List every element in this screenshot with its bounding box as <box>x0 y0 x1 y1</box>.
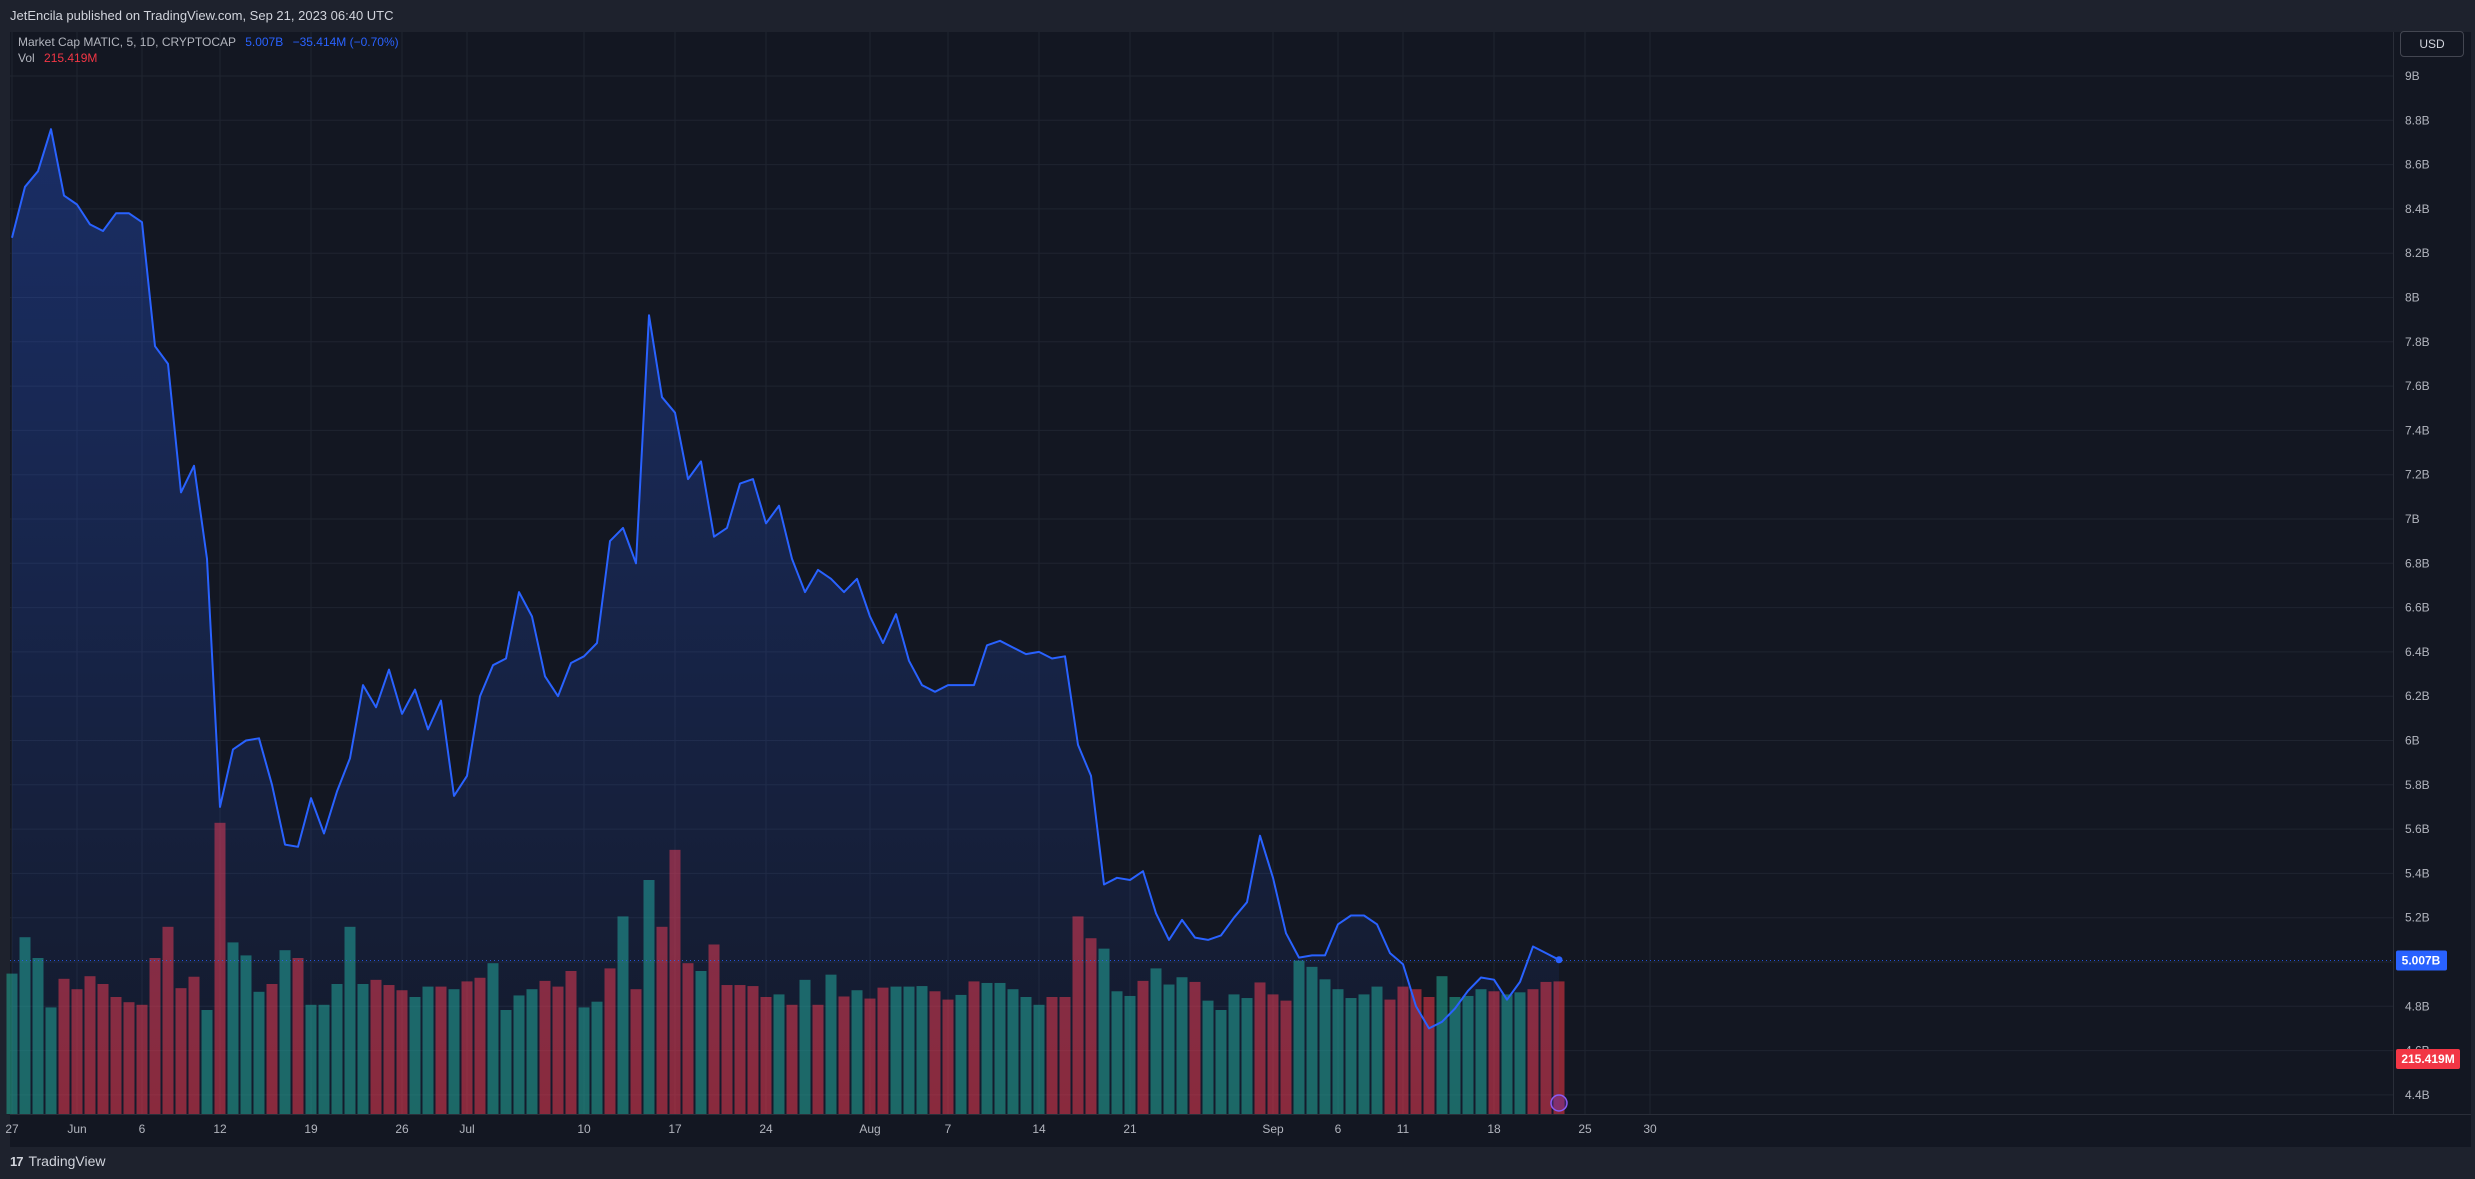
x-tick-label: 6 <box>139 1122 146 1136</box>
x-tick-label: 6 <box>1335 1122 1342 1136</box>
x-tick-label: 25 <box>1578 1122 1592 1136</box>
tradingview-logo[interactable]: 17 TradingView <box>10 1153 106 1169</box>
x-tick-label: 27 <box>5 1122 19 1136</box>
x-tick-label: 14 <box>1032 1122 1046 1136</box>
last-price-badge <box>2396 950 2447 971</box>
y-tick-label: 5.6B <box>2405 822 2430 836</box>
y-tick-label: 9B <box>2405 69 2420 83</box>
volume-legend-row[interactable]: Vol 215.419M <box>18 50 399 66</box>
last-price-badge-label: 5.007B <box>2402 953 2441 967</box>
series-title: Market Cap MATIC, 5, 1D, CRYPTOCAP <box>18 35 236 49</box>
tradingview-logo-icon: 17 <box>10 1153 24 1169</box>
y-tick-label: 5.8B <box>2405 778 2430 792</box>
x-tick-label: 30 <box>1643 1122 1657 1136</box>
y-tick-label: 6B <box>2405 734 2420 748</box>
currency-button[interactable]: USD <box>2400 31 2464 57</box>
x-tick-label: 26 <box>395 1122 409 1136</box>
y-tick-label: 6.2B <box>2405 689 2430 703</box>
x-tick-label: Jul <box>459 1122 474 1136</box>
x-tick-label: 24 <box>759 1122 773 1136</box>
series-change: −35.414M (−0.70%) <box>292 35 399 49</box>
x-tick-label: 17 <box>668 1122 682 1136</box>
publisher-bar: JetEncila published on TradingView.com, … <box>0 0 2475 32</box>
y-tick-label: 7B <box>2405 512 2420 526</box>
y-tick-label: 6.4B <box>2405 645 2430 659</box>
series-last-value: 5.007B <box>245 35 284 49</box>
y-tick-label: 7.2B <box>2405 468 2430 482</box>
y-tick-label: 7.6B <box>2405 379 2430 393</box>
volume-title: Vol <box>18 51 35 65</box>
y-tick-label: 4.8B <box>2405 999 2430 1013</box>
x-tick-label: 11 <box>1397 1122 1410 1136</box>
y-tick-label: 6.6B <box>2405 601 2430 615</box>
y-tick-label: 4.4B <box>2405 1088 2430 1102</box>
price-axis-divider <box>2393 32 2394 1115</box>
series-legend-row[interactable]: Market Cap MATIC, 5, 1D, CRYPTOCAP 5.007… <box>18 34 399 50</box>
x-tick-label: 18 <box>1487 1122 1501 1136</box>
x-tick-label: Sep <box>1262 1122 1284 1136</box>
volume-last-value: 215.419M <box>44 51 98 65</box>
y-tick-label: 8.8B <box>2405 113 2430 127</box>
x-tick-label: Jun <box>67 1122 86 1136</box>
tradingview-brand: TradingView <box>28 1153 106 1169</box>
last-volume-badge-label: 215.419M <box>2401 1052 2454 1066</box>
lightning-icon <box>1550 1094 1568 1112</box>
y-tick-label: 7.4B <box>2405 423 2430 437</box>
publisher-text: JetEncila published on TradingView.com, … <box>10 8 394 23</box>
chart-legend: Market Cap MATIC, 5, 1D, CRYPTOCAP 5.007… <box>18 34 399 66</box>
x-tick-label: 12 <box>213 1122 227 1136</box>
x-tick-label: 7 <box>945 1122 952 1136</box>
market-cap-area <box>12 129 1559 1114</box>
time-axis-divider <box>10 1114 2471 1115</box>
footer-bar <box>0 1147 2475 1179</box>
y-tick-label: 8.4B <box>2405 202 2430 216</box>
y-tick-label: 8.2B <box>2405 246 2430 260</box>
y-tick-label: 6.8B <box>2405 556 2430 570</box>
y-tick-label: 7.8B <box>2405 335 2430 349</box>
market-cap-line <box>11 128 1560 1030</box>
y-tick-label: 5.4B <box>2405 866 2430 880</box>
x-tick-label: 10 <box>577 1122 591 1136</box>
last-volume-badge <box>2396 1049 2460 1069</box>
x-tick-label: Aug <box>859 1122 880 1136</box>
last-price-dot <box>1555 956 1563 964</box>
x-tick-label: 21 <box>1123 1122 1137 1136</box>
y-tick-label: 8.6B <box>2405 158 2430 172</box>
x-tick-label: 19 <box>304 1122 318 1136</box>
y-tick-label: 5.2B <box>2405 911 2430 925</box>
y-tick-label: 8B <box>2405 291 2420 305</box>
